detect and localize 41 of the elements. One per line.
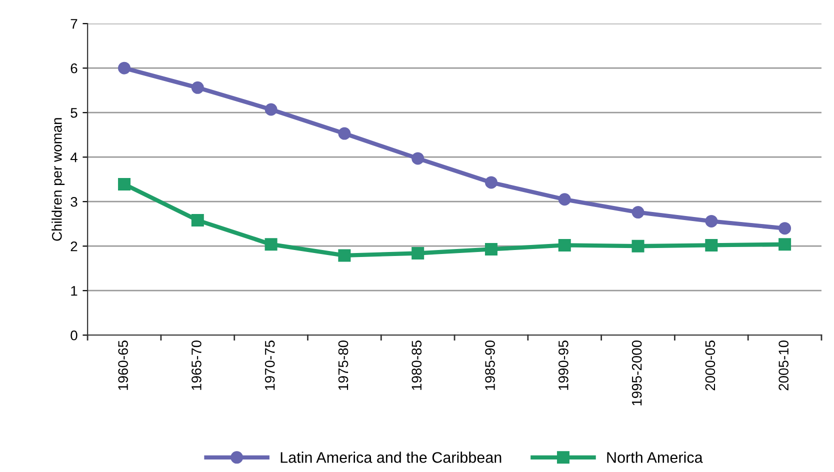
point [118,178,131,191]
point [558,238,571,252]
x-tick-label: 1960-65 [118,340,128,390]
y-tick-label: 3 [70,196,78,207]
x-tick-label: 1970-75 [264,340,275,390]
y-tick-label: 7 [70,19,78,29]
x-tick-label: 2005-10 [778,340,789,390]
point [264,103,278,116]
point [338,127,351,140]
point [705,238,718,252]
y-tick-label: 5 [70,108,78,118]
y-tick-label: 2 [70,241,78,252]
x-tick-label: 1965-70 [192,340,202,390]
y-tick-label: 0 [70,330,78,340]
legend-label: North America [607,452,703,463]
point [778,238,792,251]
x-tick-label: 1990-95 [558,340,568,390]
point [705,214,718,228]
point [191,81,204,94]
y-tick-label: 6 [70,63,78,74]
point [118,62,131,74]
x-tick-label: 1980-85 [412,340,422,390]
point [632,240,644,252]
point [191,214,204,227]
point [264,238,278,251]
point [412,246,424,260]
point [338,249,351,262]
x-tick-label: 1975-80 [338,340,348,390]
y-axis-title: Children per woman [52,118,65,241]
point [484,176,498,189]
x-tick-label: 1985-90 [485,340,495,390]
x-tick-label: 2000-05 [705,340,716,390]
point [412,152,424,165]
legend-label: Latin America and the Caribbean [280,452,502,463]
point [558,193,571,206]
y-tick-label: 1 [71,286,78,296]
point [484,242,498,256]
x-tick-label: 1995-2000 [632,340,642,406]
point [632,206,644,219]
y-tick-label: 4 [70,152,78,162]
point [778,222,792,235]
